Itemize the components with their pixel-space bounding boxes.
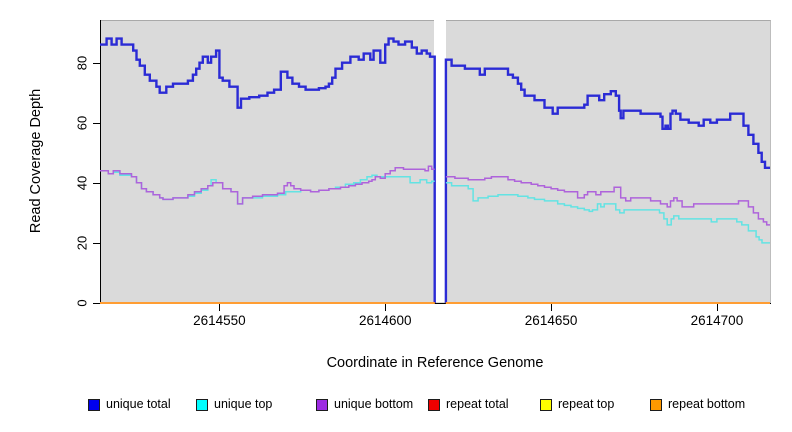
y-tick-label: 20 [74, 235, 90, 251]
y-tick-mark [93, 182, 100, 184]
y-tick-label: 40 [74, 175, 90, 191]
x-tick-label: 2614700 [690, 313, 744, 328]
x-axis-title: Coordinate in Reference Genome [326, 355, 544, 371]
y-axis-line [100, 20, 101, 304]
x-tick-label: 2614550 [193, 313, 246, 328]
legend-swatch-icon [88, 399, 100, 411]
x-tick-mark [551, 304, 553, 311]
legend-label: repeat total [446, 397, 509, 411]
y-tick-mark [93, 242, 100, 244]
y-tick-label: 0 [74, 299, 90, 307]
x-axis-line [100, 303, 771, 304]
legend-swatch-icon [316, 399, 328, 411]
y-tick-label: 60 [74, 115, 90, 130]
legend-label: unique top [214, 397, 273, 411]
legend-label: unique total [106, 397, 171, 411]
y-tick-label: 80 [74, 55, 90, 70]
y-tick-mark [93, 62, 100, 64]
chart-legend: unique total unique top unique bottom repea… [0, 396, 792, 418]
series-line-unique-bottom [445, 176, 770, 226]
legend-label: repeat top [558, 397, 615, 411]
chart-svg [100, 37, 770, 304]
series-line-unique-total [100, 37, 436, 303]
y-tick-mark [93, 303, 100, 304]
legend-label: repeat bottom [668, 397, 746, 411]
x-tick-mark [219, 304, 221, 311]
y-tick-mark [93, 122, 100, 124]
legend-swatch-icon [650, 399, 662, 411]
legend-swatch-icon [428, 399, 440, 411]
legend-label: unique bottom [334, 397, 414, 411]
y-axis-title: Read Coverage Depth [28, 88, 44, 234]
x-tick-label: 2614600 [358, 313, 412, 328]
legend-swatch-icon [196, 399, 208, 411]
series-line-unique-top [445, 182, 770, 244]
legend-swatch-icon [540, 399, 552, 411]
series-line-unique-total [444, 58, 770, 303]
x-tick-mark [716, 304, 718, 311]
missing-data-gap [434, 13, 446, 302]
x-tick-mark [385, 304, 387, 311]
series-line-unique-bottom [100, 165, 435, 205]
x-tick-label: 2614650 [524, 313, 578, 328]
